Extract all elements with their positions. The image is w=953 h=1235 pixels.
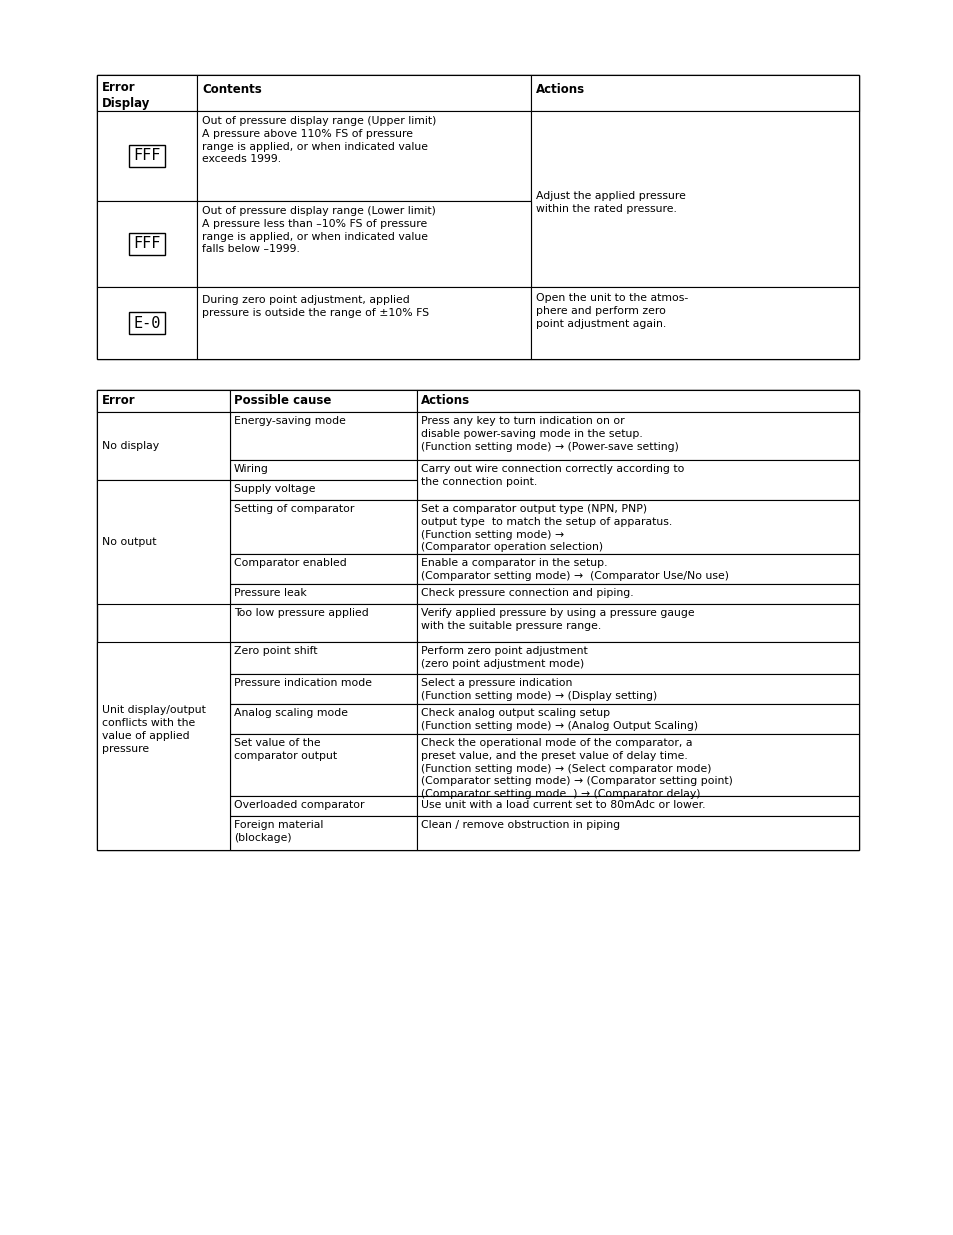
Text: Actions: Actions	[536, 83, 584, 96]
Text: E-0: E-0	[133, 315, 160, 331]
Text: Wiring: Wiring	[233, 464, 269, 474]
Bar	[230, 604, 416, 642]
Text: Too low pressure applied: Too low pressure applied	[233, 608, 369, 618]
Bar	[97, 412, 230, 480]
Bar	[230, 674, 416, 704]
Text: Error: Error	[102, 394, 135, 408]
Text: Contents: Contents	[202, 83, 261, 96]
Text: Check the operational mode of the comparator, a
preset value, and the preset val: Check the operational mode of the compar…	[420, 739, 732, 799]
Bar	[196, 201, 531, 287]
Text: Comparator enabled: Comparator enabled	[233, 558, 346, 568]
Text: No output: No output	[102, 537, 156, 547]
Bar	[97, 75, 196, 111]
Text: No display: No display	[102, 441, 159, 451]
Bar	[230, 642, 416, 674]
Text: Open the unit to the atmos-
phere and perform zero
point adjustment again.: Open the unit to the atmos- phere and pe…	[536, 293, 687, 329]
Bar	[230, 480, 416, 500]
Bar	[531, 287, 858, 359]
Text: Supply voltage: Supply voltage	[233, 484, 315, 494]
Bar	[230, 704, 416, 734]
Text: Out of pressure display range (Lower limit)
A pressure less than –10% FS of pres: Out of pressure display range (Lower lim…	[202, 206, 436, 254]
Text: Unit display/output
conflicts with the
value of applied
pressure: Unit display/output conflicts with the v…	[102, 705, 206, 753]
Text: During zero point adjustment, applied
pressure is outside the range of ±10% FS: During zero point adjustment, applied pr…	[202, 295, 429, 317]
Text: Adjust the applied pressure
within the rated pressure.: Adjust the applied pressure within the r…	[536, 191, 685, 214]
Text: Zero point shift: Zero point shift	[233, 646, 317, 656]
Bar	[97, 287, 196, 359]
Text: Clean / remove obstruction in piping: Clean / remove obstruction in piping	[420, 820, 619, 830]
Bar	[230, 584, 416, 604]
Bar	[416, 604, 858, 642]
Bar	[416, 704, 858, 734]
Bar	[416, 734, 858, 797]
Bar	[230, 734, 416, 797]
Text: Carry out wire connection correctly according to
the connection point.: Carry out wire connection correctly acco…	[420, 464, 683, 487]
Text: Pressure indication mode: Pressure indication mode	[233, 678, 372, 688]
Bar	[416, 642, 858, 674]
Bar	[531, 75, 858, 111]
Bar	[196, 111, 531, 201]
Bar	[230, 412, 416, 459]
Bar	[416, 674, 858, 704]
Bar	[97, 642, 230, 850]
Text: Perform zero point adjustment
(zero point adjustment mode): Perform zero point adjustment (zero poin…	[420, 646, 587, 669]
Text: Press any key to turn indication on or
disable power-saving mode in the setup.
(: Press any key to turn indication on or d…	[420, 416, 679, 452]
Text: Use unit with a load current set to 80mAdc or lower.: Use unit with a load current set to 80mA…	[420, 800, 705, 810]
Bar	[416, 459, 858, 500]
Bar	[97, 390, 858, 850]
Bar	[230, 390, 416, 412]
Bar	[196, 287, 531, 359]
Text: Enable a comparator in the setup.
(Comparator setting mode) →  (Comparator Use/N: Enable a comparator in the setup. (Compa…	[420, 558, 728, 580]
Bar	[97, 480, 230, 604]
Text: Error
Display: Error Display	[102, 82, 151, 110]
Bar	[97, 390, 858, 412]
Text: Out of pressure display range (Upper limit)
A pressure above 110% FS of pressure: Out of pressure display range (Upper lim…	[202, 116, 436, 164]
Text: Energy-saving mode: Energy-saving mode	[233, 416, 346, 426]
Text: Foreign material
(blockage): Foreign material (blockage)	[233, 820, 323, 842]
Bar	[531, 111, 858, 287]
Bar	[230, 459, 416, 480]
Bar	[416, 816, 858, 850]
Bar	[97, 390, 230, 412]
Bar	[97, 75, 858, 111]
Bar	[97, 201, 196, 287]
Bar	[230, 816, 416, 850]
Text: FFF: FFF	[133, 148, 160, 163]
Text: Possible cause: Possible cause	[233, 394, 331, 408]
Bar	[416, 500, 858, 555]
Text: Setting of comparator: Setting of comparator	[233, 504, 354, 514]
Text: Set a comparator output type (NPN, PNP)
output type  to match the setup of appar: Set a comparator output type (NPN, PNP) …	[420, 504, 672, 552]
Text: Verify applied pressure by using a pressure gauge
with the suitable pressure ran: Verify applied pressure by using a press…	[420, 608, 694, 631]
Text: Select a pressure indication
(Function setting mode) → (Display setting): Select a pressure indication (Function s…	[420, 678, 657, 700]
Text: FFF: FFF	[133, 236, 160, 252]
Bar	[97, 75, 858, 359]
Bar	[97, 111, 196, 201]
Bar	[416, 797, 858, 816]
Bar	[416, 555, 858, 584]
Bar	[230, 797, 416, 816]
Bar	[416, 390, 858, 412]
Text: Set value of the
comparator output: Set value of the comparator output	[233, 739, 336, 761]
Text: Actions: Actions	[420, 394, 470, 408]
Bar	[416, 412, 858, 459]
Bar	[416, 584, 858, 604]
Text: Overloaded comparator: Overloaded comparator	[233, 800, 364, 810]
Bar	[196, 75, 531, 111]
Bar	[230, 500, 416, 555]
Bar	[230, 555, 416, 584]
Text: Check pressure connection and piping.: Check pressure connection and piping.	[420, 588, 633, 598]
Text: Pressure leak: Pressure leak	[233, 588, 307, 598]
Text: Analog scaling mode: Analog scaling mode	[233, 708, 348, 718]
Text: Check analog output scaling setup
(Function setting mode) → (Analog Output Scali: Check analog output scaling setup (Funct…	[420, 708, 698, 731]
